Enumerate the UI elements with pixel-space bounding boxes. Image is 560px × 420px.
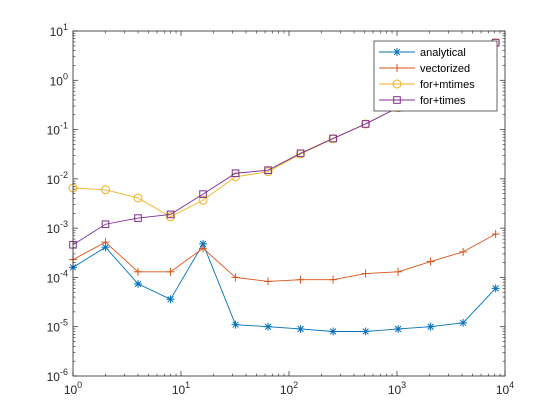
data-point: [231, 320, 240, 329]
legend-label: vectorized: [420, 63, 470, 75]
data-point: [133, 193, 143, 203]
legend-entry: vectorized: [379, 63, 470, 75]
data-point: [329, 327, 338, 336]
series-vectorized: [69, 230, 500, 286]
data-point: [134, 214, 142, 222]
data-point: [394, 324, 403, 333]
y-tick-label: 101: [50, 22, 68, 39]
series-line: [72, 242, 496, 332]
legend-entry: analytical: [379, 47, 466, 59]
data-point: [101, 185, 111, 195]
data-point: [231, 273, 240, 282]
series-analytical: [69, 239, 500, 336]
data-point: [426, 322, 435, 331]
data-point: [426, 257, 435, 266]
x-tick-label: 104: [496, 380, 514, 397]
x-tick-label: 101: [172, 380, 190, 397]
data-point: [134, 267, 143, 276]
legend: analytical vectorized for+mtimes for+times: [373, 40, 498, 112]
data-point: [361, 269, 370, 278]
data-point: [361, 327, 370, 336]
y-tick-label: 10-3: [47, 219, 68, 236]
data-point: [166, 295, 175, 304]
y-tick-label: 10-2: [47, 170, 68, 187]
data-point: [296, 275, 305, 284]
data-point: [264, 322, 273, 331]
data-point: [491, 284, 500, 293]
data-point: [263, 167, 273, 177]
data-point: [166, 212, 176, 222]
legend-label: for+times: [420, 95, 466, 107]
legend-box: [373, 40, 498, 112]
y-tick-label: 10-5: [47, 318, 68, 335]
data-point: [101, 238, 110, 247]
data-point: [459, 318, 468, 327]
data-point: [329, 275, 338, 284]
legend-marker: [393, 48, 401, 56]
x-tick-label: 103: [388, 380, 406, 397]
data-point: [296, 149, 305, 158]
data-point: [394, 267, 403, 276]
legend-entry: for+times: [379, 95, 466, 107]
data-point: [361, 119, 371, 129]
legend-marker: [392, 79, 402, 89]
data-point: [361, 120, 370, 128]
data-point: [296, 324, 305, 333]
data-point: [166, 210, 175, 219]
data-point: [199, 190, 207, 198]
axes-box: [72, 30, 506, 377]
data-point: [101, 220, 110, 229]
data-point: [199, 244, 208, 253]
y-tick-label: 10-1: [47, 121, 68, 138]
data-point: [459, 247, 468, 256]
y-tick-label: 10-4: [47, 268, 68, 285]
data-point: [329, 134, 337, 143]
legend-marker: [393, 64, 401, 72]
x-tick-label: 100: [64, 380, 82, 397]
data-point: [264, 166, 272, 174]
legend-entry: for+mtimes: [379, 79, 475, 91]
data-point: [231, 169, 240, 178]
legend-label: analytical: [420, 47, 466, 59]
data-point: [166, 267, 175, 276]
y-tick-label: 10-6: [47, 367, 68, 384]
data-point: [264, 277, 273, 286]
axes-layer: 100 101 102 103 104 10-6 10-5 10-4 10-3 10-2 10-1 1…: [47, 22, 515, 397]
data-point: [491, 230, 500, 239]
series-line: [72, 233, 496, 282]
data-point: [101, 243, 110, 252]
x-tick-label: 102: [280, 380, 298, 397]
legend-marker: [393, 96, 401, 104]
legend-label: for+mtimes: [420, 79, 475, 91]
data-point: [198, 195, 208, 205]
data-point: [134, 279, 143, 288]
y-tick-label: 100: [50, 71, 68, 88]
